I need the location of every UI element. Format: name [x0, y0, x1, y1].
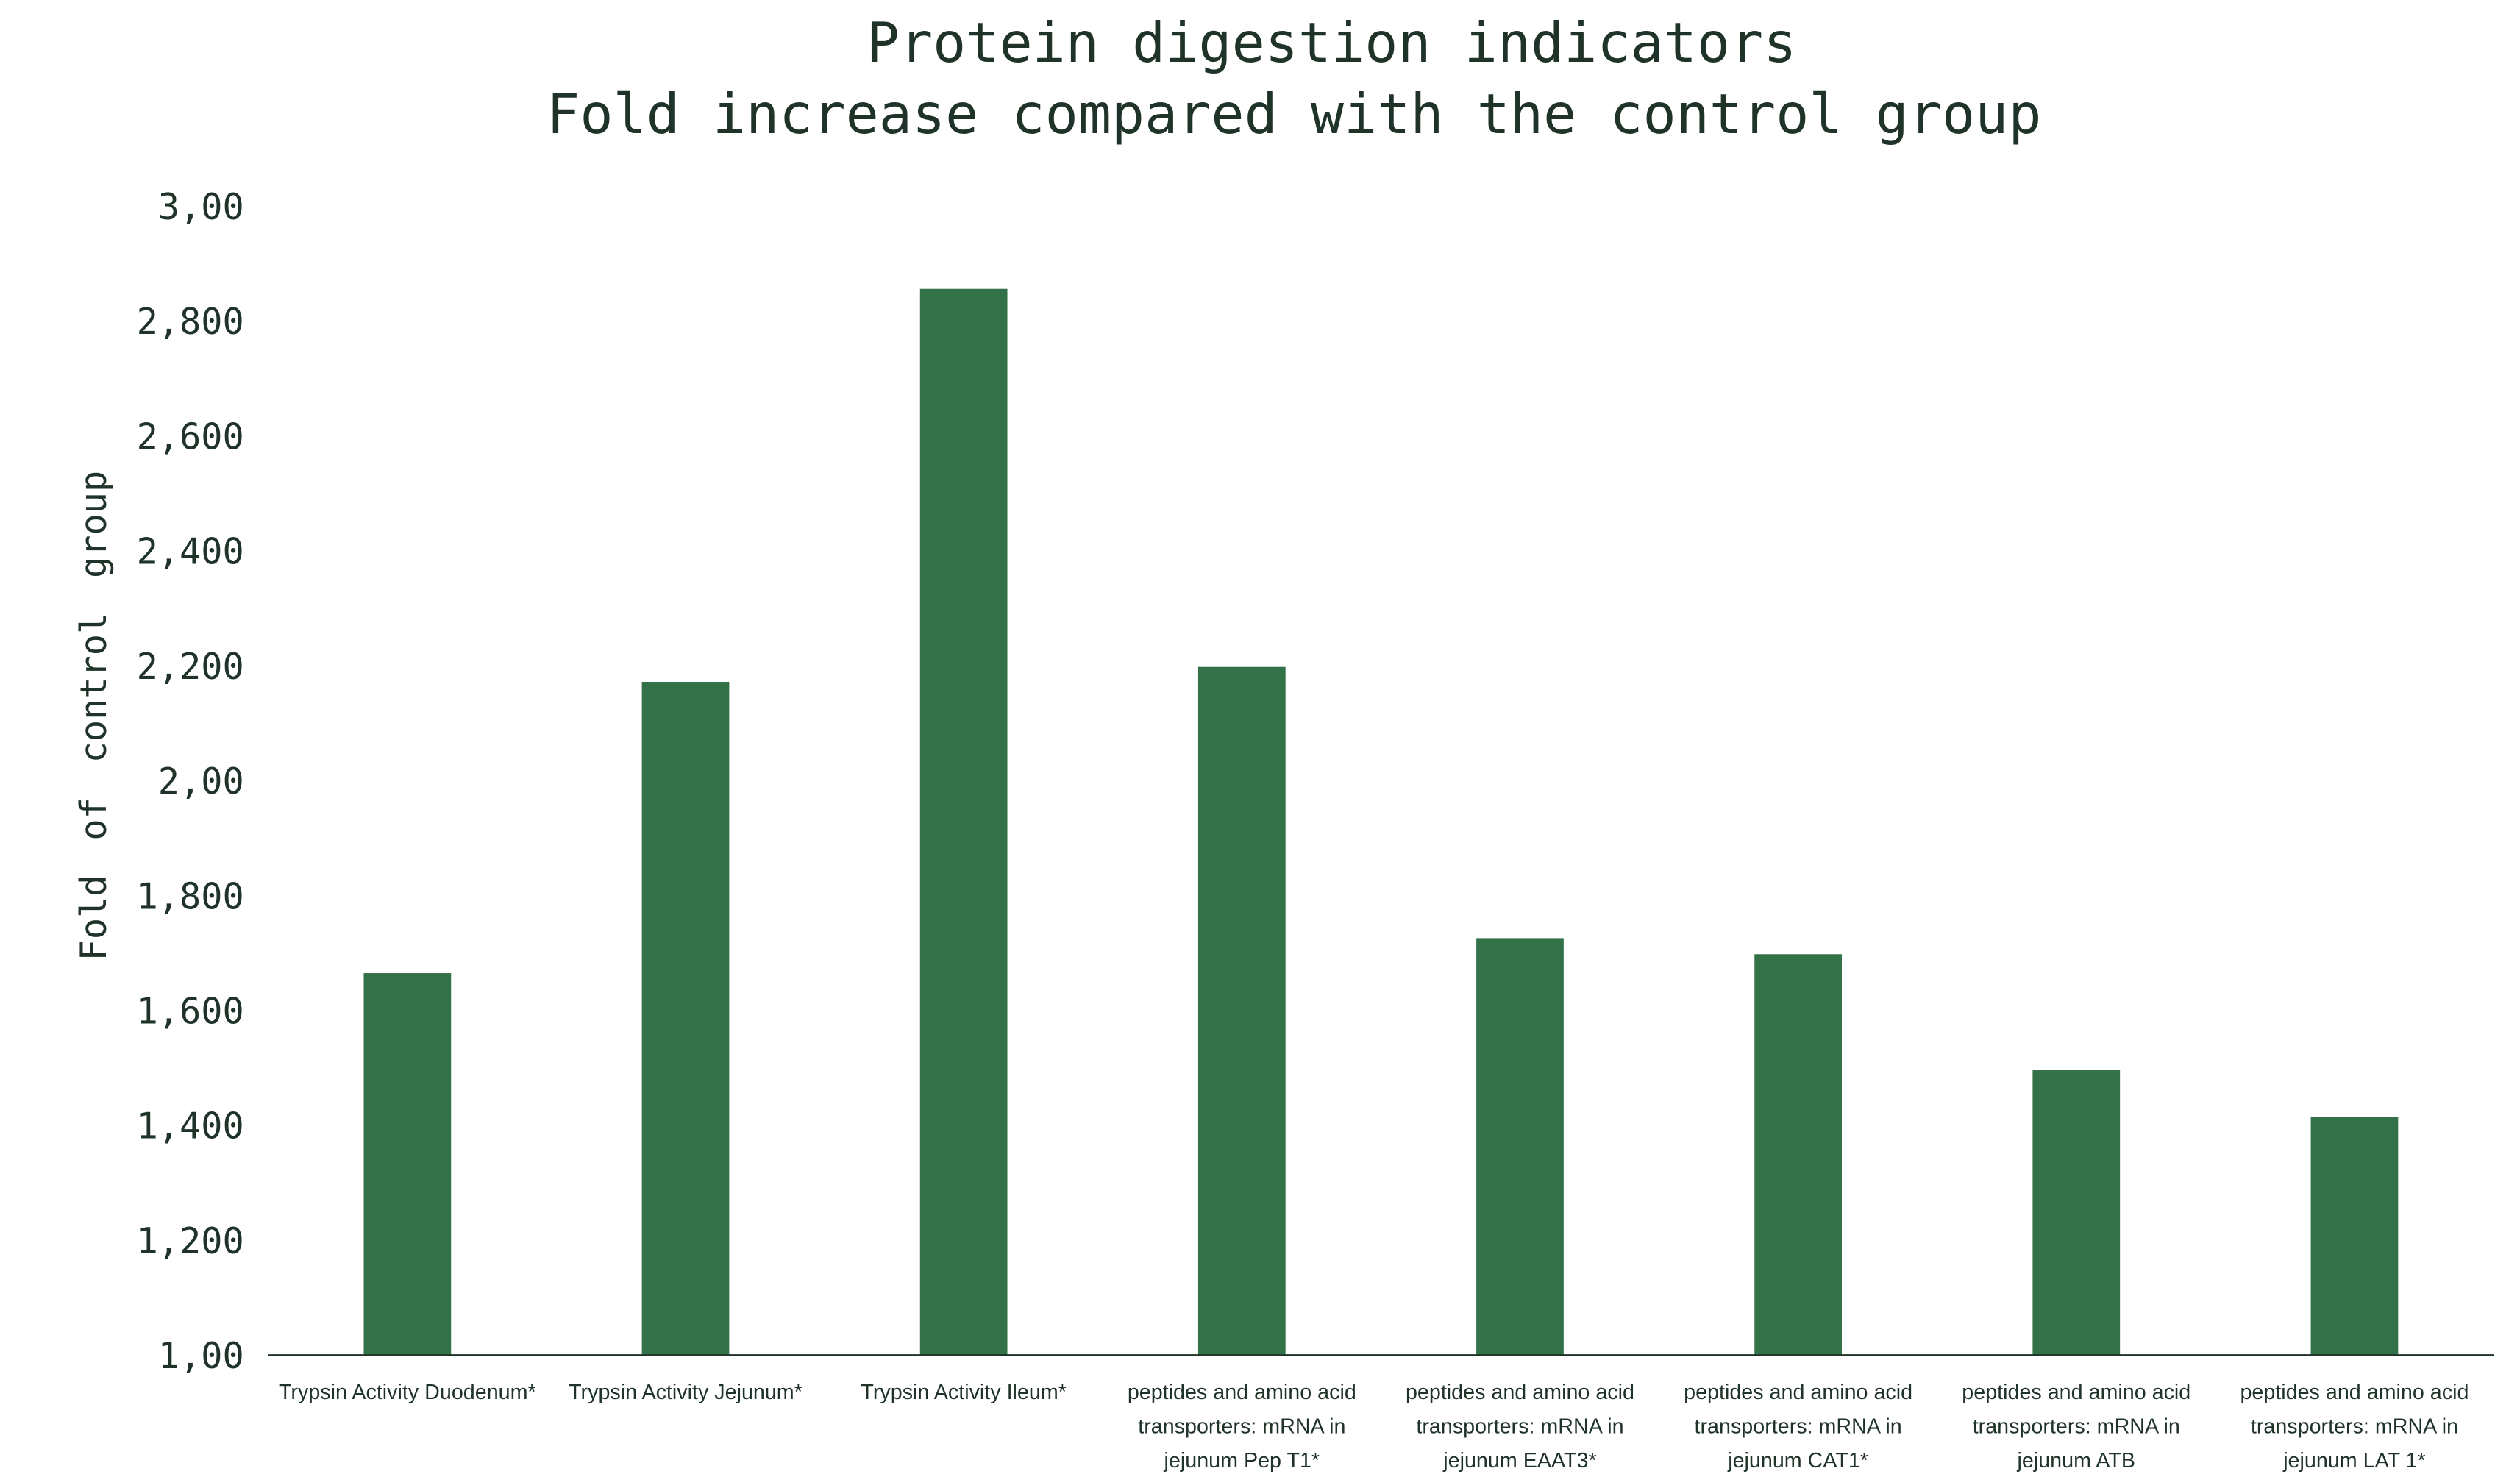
x-tick-label: peptides and amino acid transporters: mR… — [1684, 1379, 1913, 1473]
x-tick-label-box: Trypsin Activity Jejunum* — [569, 1379, 802, 1404]
y-tick-label: 2,800 — [137, 302, 244, 343]
y-tick-label: 1,00 — [158, 1336, 244, 1377]
x-tick-label: peptides and amino acid transporters: mR… — [1405, 1379, 1634, 1473]
x-tick-label: peptides and amino acid transporters: mR… — [1127, 1379, 1356, 1473]
x-tick-label-box: Trypsin Activity Ileum* — [861, 1379, 1067, 1404]
bar — [919, 288, 1008, 1356]
bar — [641, 682, 730, 1356]
x-tick-label-box: peptides and amino acid transporters: mR… — [1405, 1379, 1634, 1473]
x-tick-label: peptides and amino acid transporters: mR… — [1962, 1379, 2191, 1473]
x-tick-label-box: peptides and amino acid transporters: mR… — [1684, 1379, 1913, 1473]
x-tick-label-box: peptides and amino acid transporters: mR… — [1962, 1379, 2191, 1473]
bar — [2032, 1070, 2121, 1356]
y-tick-label: 1,200 — [137, 1221, 244, 1262]
y-tick-label: 2,200 — [137, 647, 244, 688]
x-tick-label: Trypsin Activity Ileum* — [861, 1379, 1067, 1404]
x-tick-label: Trypsin Activity Duodenum* — [278, 1379, 536, 1404]
y-tick-label: 1,400 — [137, 1106, 244, 1147]
x-tick-label-box: peptides and amino acid transporters: mR… — [2240, 1379, 2469, 1473]
bar — [1754, 954, 1842, 1356]
bar — [363, 973, 452, 1356]
x-tick-label-box: Trypsin Activity Duodenum* — [278, 1379, 536, 1404]
y-tick-label: 2,400 — [137, 532, 244, 573]
x-tick-label: peptides and amino acid transporters: mR… — [2240, 1379, 2469, 1473]
chart-subtitle: Fold increase compared with the control … — [547, 82, 2041, 146]
x-tick-label: Trypsin Activity Jejunum* — [569, 1379, 802, 1404]
y-tick-label: 1,600 — [137, 991, 244, 1032]
bar — [1476, 938, 1564, 1356]
y-tick-label: 2,600 — [137, 416, 244, 458]
chart-title: Protein digestion indicators — [866, 10, 1797, 75]
y-axis-label: Fold of control group — [74, 471, 115, 961]
x-tick-label-box: peptides and amino acid transporters: mR… — [1127, 1379, 1356, 1473]
y-tick-label: 1,800 — [137, 876, 244, 917]
y-tick-label: 2,00 — [158, 761, 244, 802]
bar — [1197, 666, 1286, 1356]
bar — [2310, 1117, 2399, 1356]
y-tick-label: 3,00 — [158, 187, 244, 228]
